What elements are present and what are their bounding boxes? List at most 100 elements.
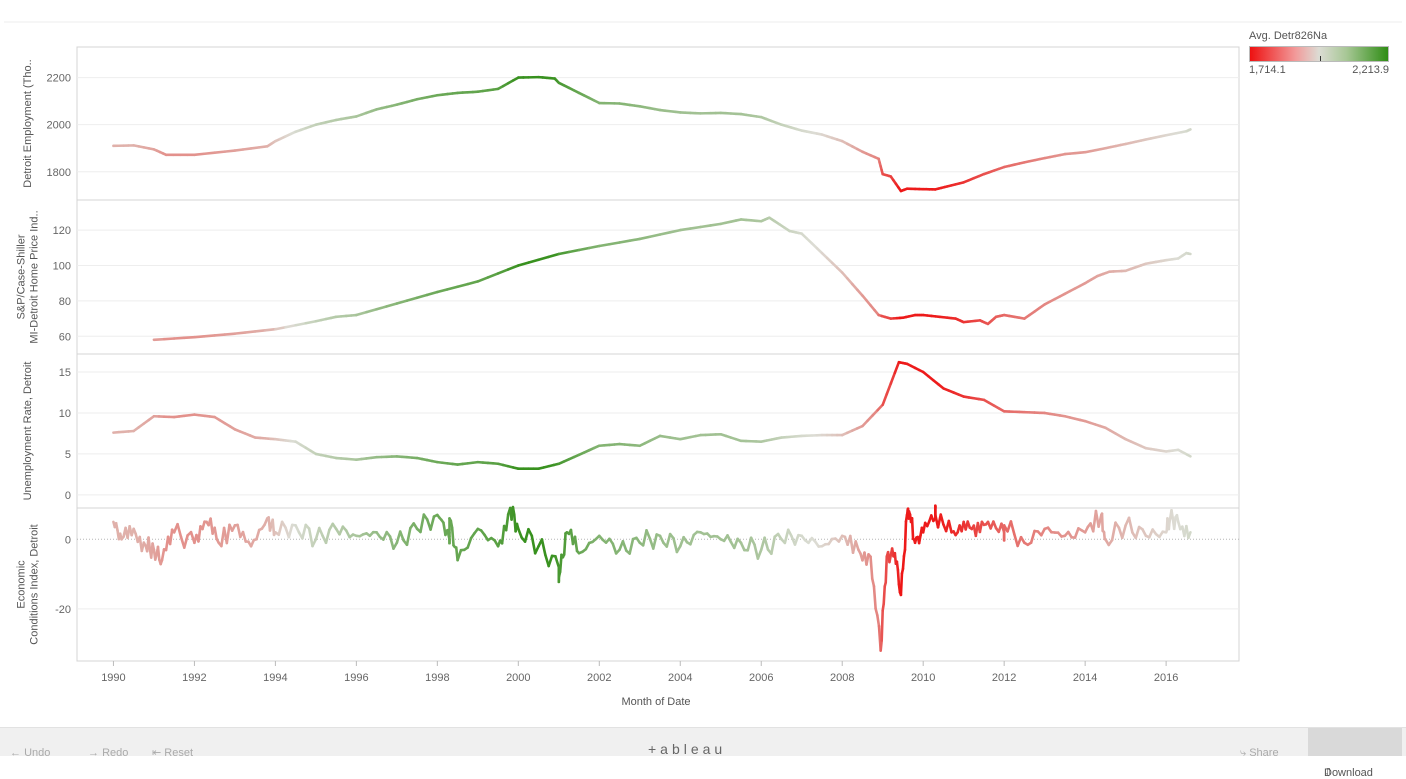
series-segment [905,521,906,549]
series-segment [771,537,774,554]
series-segment [164,339,174,340]
series-segment [245,331,255,332]
series-segment [898,570,899,585]
series-segment [149,538,150,549]
series-segment [306,321,316,323]
series-segment [901,574,902,595]
series-segment [887,383,891,394]
series-segment [674,538,677,552]
y-axis-label-line: Detroit Employment (Tho.. [22,59,34,187]
series-segment [620,241,630,243]
series-segment [420,515,423,532]
y-axis-label: S&P/Case-ShillerMI-Detroit Home Price In… [16,210,41,343]
legend-max-label: 2,213.9 [1352,64,1389,76]
series-segment [701,225,711,227]
series-segment [1075,528,1078,537]
series-segment [205,335,215,336]
redo-button[interactable]: → Redo [88,748,128,759]
series-segment [1136,527,1139,538]
series-segment [528,260,538,263]
y-axis-label: Detroit Employment (Tho.. [22,59,34,187]
series-segment [447,287,457,290]
y-tick-label: 1800 [47,167,71,179]
series-segment [877,615,879,626]
series-segment [903,556,904,569]
series-segment [874,586,876,609]
y-tick-label: 100 [53,260,71,272]
series-segment [390,537,393,549]
series-segment [653,535,656,549]
series-segment [498,269,508,273]
series-segment [795,535,798,544]
series-segment [1102,514,1103,531]
series-segment [215,528,217,539]
download-button[interactable]: ⇩ Download [1308,728,1402,756]
series-segment [162,549,164,560]
series-segment [243,532,246,541]
y-tick-label: 10 [59,408,71,420]
series-segment [170,530,172,544]
undo-label: Undo [24,747,50,759]
series-segment [1122,525,1125,537]
series-segment [871,557,873,579]
y-tick-label: 2200 [47,73,71,85]
series-segment [758,550,761,559]
series-segment [1011,521,1014,534]
series-segment [630,239,640,241]
series-segment [407,298,417,301]
series-segment [387,304,397,307]
series-segment [630,539,633,554]
y-axis-label-line: Unemployment Rate, Detroit [22,362,34,501]
series-segment [579,248,589,250]
series-segment [356,312,366,315]
x-tick-label: 2004 [668,672,692,684]
series-segment [184,535,187,547]
reset-button[interactable]: ⇤ Reset [152,748,193,759]
undo-button[interactable]: ← Undo [10,748,50,759]
series-segment [508,265,518,269]
series-segment [539,257,549,260]
x-tick-label: 1990 [101,672,125,684]
series-segment [286,325,296,327]
y-axis-label-line: S&P/Case-Shiller [16,234,28,319]
y-tick-label: 15 [59,367,71,379]
series-segment [623,541,626,550]
series-segment [194,336,204,337]
series-segment [564,533,565,554]
series-segment [1129,518,1132,533]
y-axis-label-line: Economic [16,560,28,609]
y-axis-label-line: MI-Detroit Home Price Ind.. [29,210,41,343]
redo-label: Redo [102,747,128,759]
series-segment [589,246,599,248]
share-button[interactable]: ⤷ Share [1240,748,1279,759]
series-segment [225,334,235,335]
series-segment [296,323,306,325]
y-axis-label-line: Conditions Index, Detroit [29,524,41,644]
x-tick-label: 2000 [506,672,530,684]
series-segment [154,339,164,340]
series-segment [559,252,569,254]
series-segment [609,242,619,244]
series-segment [518,529,521,538]
series-segment [194,154,204,155]
series-segment [884,586,885,603]
series-segment [690,227,700,229]
series-segment [711,224,721,226]
series-segment [542,539,545,554]
series-segment [158,547,159,560]
legend-min-label: 1,714.1 [1249,64,1286,76]
series-segment [458,550,461,560]
y-tick-label: 80 [59,296,71,308]
series-segment [941,515,944,525]
x-tick-label: 1992 [182,672,206,684]
series-segment [377,306,387,309]
series-segment [599,244,609,246]
series-segment [886,557,887,583]
series-segment [613,544,616,554]
series-segment [478,277,488,281]
series-segment [895,362,899,373]
series-segment [549,556,552,566]
series-segment [427,292,437,295]
series-segment [174,338,184,339]
series-segment [912,518,913,539]
